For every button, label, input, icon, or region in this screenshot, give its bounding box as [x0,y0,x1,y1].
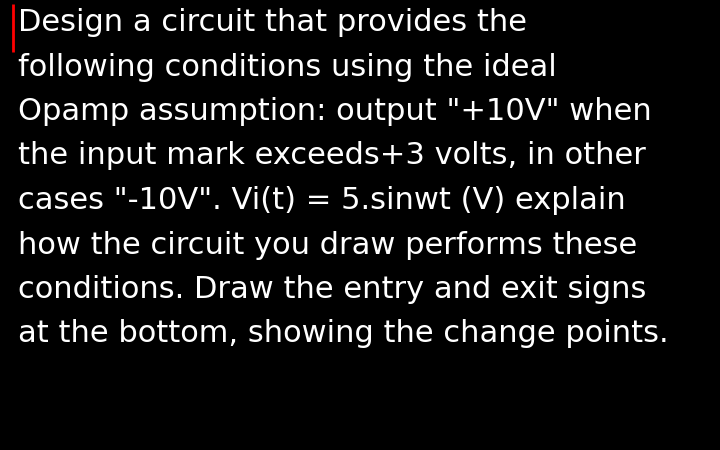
Text: Opamp assumption: output "+10V" when: Opamp assumption: output "+10V" when [18,97,652,126]
Text: following conditions using the ideal: following conditions using the ideal [18,53,557,81]
Text: cases "-10V". Vi(t) = 5.sinwt (V) explain: cases "-10V". Vi(t) = 5.sinwt (V) explai… [18,186,626,215]
Text: Design a circuit that provides the: Design a circuit that provides the [18,8,527,37]
Text: how the circuit you draw performs these: how the circuit you draw performs these [18,230,637,260]
Text: the input mark exceeds+3 volts, in other: the input mark exceeds+3 volts, in other [18,141,646,171]
Text: conditions. Draw the entry and exit signs: conditions. Draw the entry and exit sign… [18,275,647,304]
Text: at the bottom, showing the change points.: at the bottom, showing the change points… [18,320,669,348]
